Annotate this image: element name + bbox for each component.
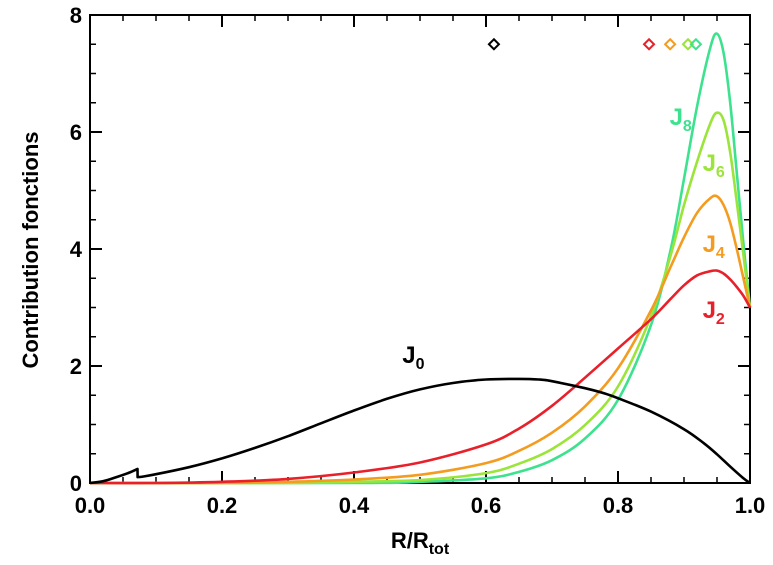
y-tick-label: 2 [70, 354, 82, 379]
diamond-marker-J0 [487, 37, 501, 51]
y-tick-label: 0 [70, 471, 82, 496]
y-tick-label: 8 [70, 3, 82, 28]
diamond-markers [487, 37, 703, 51]
x-tick-label: 0.0 [75, 493, 106, 518]
axis-ticks [89, 14, 751, 484]
series-lines [89, 32, 752, 485]
series-label-J4: J4 [703, 231, 725, 262]
series-label-J8: J8 [670, 104, 692, 135]
x-tick-label: 0.2 [207, 493, 238, 518]
x-tick-label: 0.4 [339, 493, 370, 518]
y-tick-label: 6 [70, 120, 82, 145]
series-line-J8 [89, 32, 752, 485]
x-tick-label: 0.6 [471, 493, 502, 518]
tick-labels: 0.0 0.2 0.4 0.6 0.8 1.0 0 2 4 6 8 [70, 3, 766, 518]
series-line-J0 [89, 377, 751, 485]
y-axis-title: Contribution fonctions [18, 131, 43, 368]
series-label-J2: J2 [703, 297, 725, 328]
x-axis-title: R/Rtot [391, 528, 450, 558]
series-line-J4 [89, 194, 752, 485]
y-tick-label: 4 [70, 237, 83, 262]
diamond-marker-J2 [642, 37, 656, 51]
series-label-J6: J6 [703, 150, 725, 181]
series-labels: J0 J2 J4 J6 J8 [402, 104, 725, 373]
series-line-J6 [89, 111, 752, 485]
x-tick-label: 0.8 [603, 493, 634, 518]
series-label-J0: J0 [402, 342, 424, 373]
diamond-marker-J4 [663, 37, 677, 51]
x-tick-label: 1.0 [735, 493, 766, 518]
diamond-marker-J8 [689, 37, 703, 51]
series-line-J2 [89, 269, 752, 485]
